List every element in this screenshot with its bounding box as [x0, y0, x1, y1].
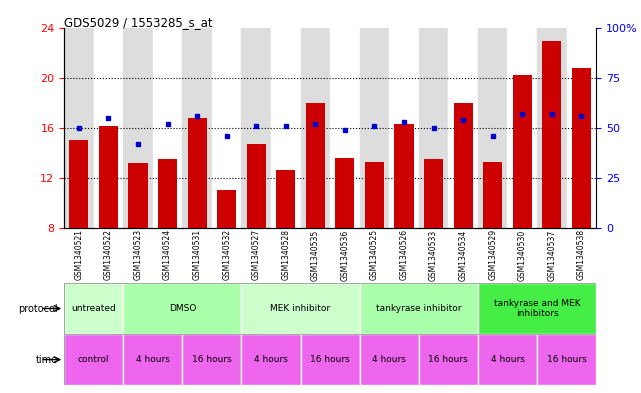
Text: control: control [78, 355, 110, 364]
Bar [123, 283, 242, 334]
Bar [212, 28, 242, 228]
Bar [242, 28, 271, 228]
Bar [182, 28, 212, 228]
Text: DMSO: DMSO [169, 304, 196, 313]
Text: tankyrase inhibitor: tankyrase inhibitor [376, 304, 462, 313]
Text: 4 hours: 4 hours [490, 355, 524, 364]
Bar [542, 41, 562, 228]
Text: GDS5029 / 1553285_s_at: GDS5029 / 1553285_s_at [64, 16, 213, 29]
Bar [360, 334, 419, 385]
Bar [454, 103, 472, 228]
Bar [365, 162, 384, 228]
Bar [301, 28, 330, 228]
Bar [389, 28, 419, 228]
Text: untreated: untreated [71, 304, 116, 313]
Bar [537, 334, 596, 385]
Bar [306, 103, 325, 228]
Bar [242, 283, 360, 334]
Bar [572, 68, 591, 228]
Bar [217, 190, 237, 228]
Bar [128, 163, 147, 228]
Text: 4 hours: 4 hours [372, 355, 406, 364]
Bar [301, 334, 360, 385]
Text: time: time [35, 354, 58, 365]
Text: MEK inhibitor: MEK inhibitor [271, 304, 331, 313]
Bar [483, 162, 503, 228]
Bar [247, 144, 266, 228]
Bar [567, 28, 596, 228]
Bar [188, 118, 206, 228]
Text: 16 hours: 16 hours [547, 355, 587, 364]
Bar [360, 28, 389, 228]
Bar [513, 75, 532, 228]
Bar [182, 334, 242, 385]
Text: 4 hours: 4 hours [136, 355, 170, 364]
Text: protocol: protocol [18, 303, 58, 314]
Bar [360, 283, 478, 334]
Bar [478, 334, 537, 385]
Bar [123, 28, 153, 228]
Bar [335, 158, 354, 228]
Bar [424, 159, 443, 228]
Bar [478, 28, 508, 228]
Text: tankyrase and MEK
inhibitors: tankyrase and MEK inhibitors [494, 299, 580, 318]
Bar [153, 28, 182, 228]
Bar [158, 159, 177, 228]
Bar [419, 28, 448, 228]
Bar [69, 140, 88, 228]
Bar [123, 334, 182, 385]
Bar [448, 28, 478, 228]
Bar [394, 124, 413, 228]
Bar [537, 28, 567, 228]
Bar [330, 28, 360, 228]
Bar [242, 334, 301, 385]
Bar [99, 127, 118, 228]
Text: 4 hours: 4 hours [254, 355, 288, 364]
Text: 16 hours: 16 hours [192, 355, 232, 364]
Bar [419, 334, 478, 385]
Text: 16 hours: 16 hours [310, 355, 350, 364]
Bar [64, 28, 94, 228]
Bar [478, 283, 596, 334]
Bar [276, 170, 296, 228]
Text: 16 hours: 16 hours [428, 355, 468, 364]
Bar [64, 283, 123, 334]
Bar [64, 334, 123, 385]
Bar [508, 28, 537, 228]
Bar [94, 28, 123, 228]
Bar [271, 28, 301, 228]
